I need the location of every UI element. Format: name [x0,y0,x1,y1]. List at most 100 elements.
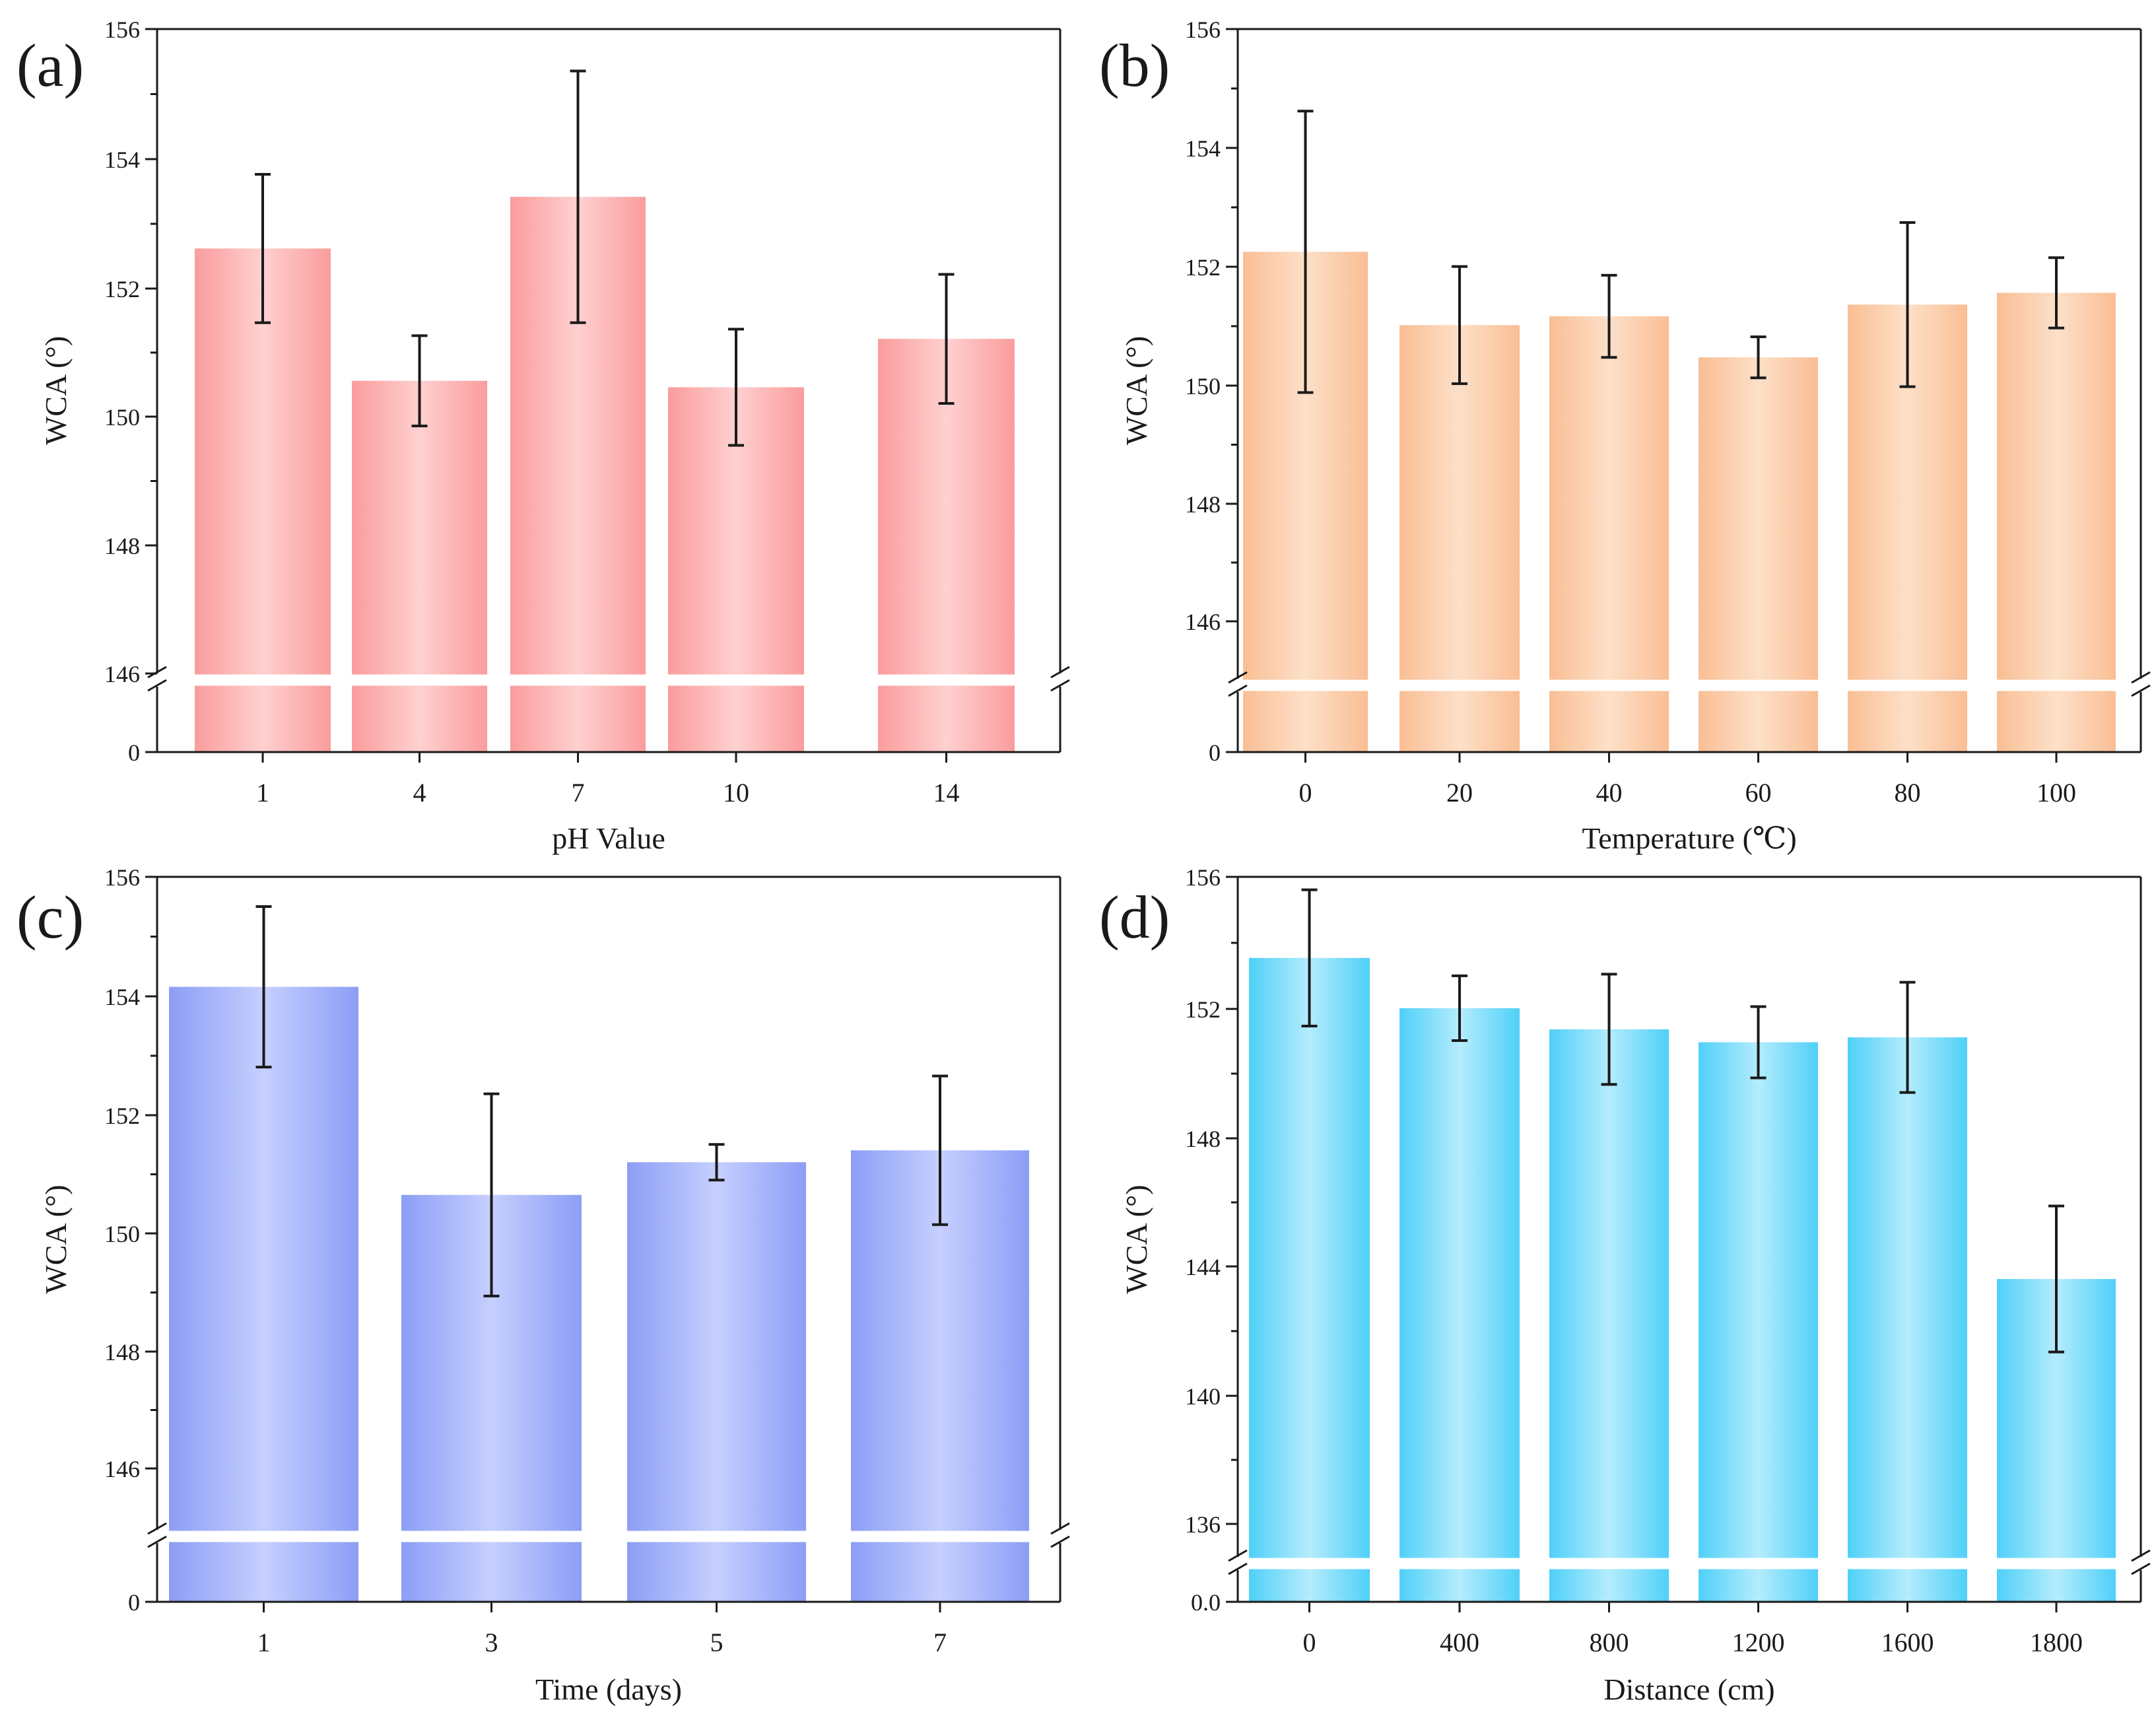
panel-a-break-mark-left [147,666,167,679]
panel-a-ytick-label-zero: 0 [128,740,140,766]
panel-a-break-mark-right [1050,666,1070,679]
panel-a-xtick-label: 14 [933,778,960,808]
panel-d-ytick-label: 136 [1185,1511,1221,1538]
panel-a-ytick-label: 156 [104,17,140,43]
panel-a-bar-stub [352,685,487,752]
panel-c-xtick-label: 7 [933,1628,947,1657]
panel-c-bar-stub [401,1542,582,1602]
panel-a-xtick-label: 1 [256,778,269,808]
panel-b-bar-stub [1399,691,1520,752]
panel-c-break-mark-left [147,1535,167,1548]
panel-b-bar-stub [1848,691,1967,752]
panel-c-ytick-label: 154 [104,984,140,1010]
panel-d-bar [1249,957,1370,1558]
panel-d-ytick-label-zero: 0.0 [1191,1589,1221,1616]
panel-b-ytick-label-zero: 0 [1209,740,1221,766]
panel-c-xtick-label: 5 [710,1628,724,1657]
panel-c-break-mark-right [1050,1522,1070,1535]
panel-d-break-mark-left [1228,1549,1248,1562]
panel-b-xtick-label: 100 [2037,778,2076,808]
panel-d-ytick-label: 152 [1185,996,1221,1023]
panel-d-ytick-label: 156 [1185,864,1221,891]
panel-b-xtick-label: 0 [1299,778,1312,808]
panel-b-bar [1549,316,1669,680]
panel-b-bar [1699,357,1818,680]
panel-a-ytick-label-break: 146 [104,661,140,687]
panel-c-bar-stub [169,1542,358,1602]
panel-a-bar-stub [195,685,331,752]
panel-a-bar-stub [878,685,1015,752]
panel-c-break-mark-right [1050,1535,1070,1548]
panel-d-bar [1549,1029,1669,1558]
panel-d-bar [1699,1042,1818,1558]
panel-a-bar [352,380,487,675]
panel-c-ytick-label: 152 [104,1103,140,1129]
panel-b-break-mark-right [2131,671,2151,684]
panel-a-ytick-label: 154 [104,147,140,173]
panel-a-ylabel: WCA (°) [39,336,73,445]
panel-a-bar-stub [510,685,646,752]
panel-d-xtick-label: 1600 [1881,1628,1934,1657]
panel-d-bar [1848,1037,1967,1558]
panel-b-ytick-label: 150 [1185,373,1221,399]
panel-a-break-mark-left [147,679,167,692]
panel-d-bar-stub [1699,1569,1818,1602]
panel-d-xtick-label: 1200 [1732,1628,1785,1657]
panel-d-ylabel: WCA (°) [1120,1185,1153,1293]
panel-b-label: (b) [1099,32,1170,99]
panel-b-bar-stub [1549,691,1669,752]
panel-b-break-mark-right [2131,684,2151,697]
panel-b-xtick-label: 40 [1596,778,1623,808]
panel-b-ytick-label: 148 [1185,491,1221,518]
panel-b-ytick-label: 152 [1185,254,1221,281]
panel-a-label: (a) [17,32,84,99]
panel-c-ytick-label: 156 [104,864,140,891]
panel-c-xtick-label: 3 [485,1628,498,1657]
panel-b-ytick-label: 154 [1185,135,1221,162]
panel-b-ytick-label: 156 [1185,17,1221,43]
panel-a-ytick-label: 150 [104,404,140,430]
panel-c-bar [169,986,358,1531]
panel-a-ytick-label: 152 [104,276,140,302]
panel-d-bar [1399,1008,1520,1558]
panel-b-bar-stub [1699,691,1818,752]
panel-c-bar-stub [627,1542,806,1602]
panel-d-break-mark-right [2131,1562,2151,1575]
panel-d-break-mark-left [1228,1562,1248,1575]
panel-c-ytick-label: 150 [104,1221,140,1247]
panel-a-bar-stub [668,685,804,752]
panel-a-break-mark-right [1050,679,1070,692]
panel-a-xtick-label: 4 [413,778,426,808]
panel-c-break-mark-left [147,1522,167,1535]
panel-d-xtick-label: 800 [1590,1628,1629,1657]
panel-a-ytick-label: 148 [104,533,140,559]
panel-c-xlabel: Time (days) [535,1672,682,1706]
panel-c-xtick-label: 1 [257,1628,271,1657]
panel-c-ytick-label: 146 [104,1456,140,1482]
panel-b-bar-stub [1997,691,2116,752]
panel-d-label: (d) [1099,883,1170,951]
panel-b-xtick-label: 20 [1446,778,1473,808]
panel-c-ytick-label: 148 [104,1339,140,1365]
panel-b-xtick-label: 80 [1895,778,1921,808]
panel-d-bar-stub [1848,1569,1967,1602]
panel-b-bar-stub [1243,691,1368,752]
panel-d-bar-stub [1549,1569,1669,1602]
panel-d-bar-stub [1249,1569,1370,1602]
panel-d-bar-stub [1997,1569,2116,1602]
panel-d-ytick-label: 148 [1185,1126,1221,1152]
panel-c-ytick-label-zero: 0 [128,1589,140,1616]
panel-d-ytick-label: 144 [1185,1254,1221,1280]
panel-d-bar-stub [1399,1569,1520,1602]
panel-b-bar [1997,293,2116,680]
panel-c-ylabel: WCA (°) [39,1185,73,1293]
panel-c-bar [627,1162,806,1531]
panel-c-label: (c) [17,883,84,951]
panel-d-xtick-label: 400 [1440,1628,1479,1657]
panel-b-xtick-label: 60 [1745,778,1772,808]
